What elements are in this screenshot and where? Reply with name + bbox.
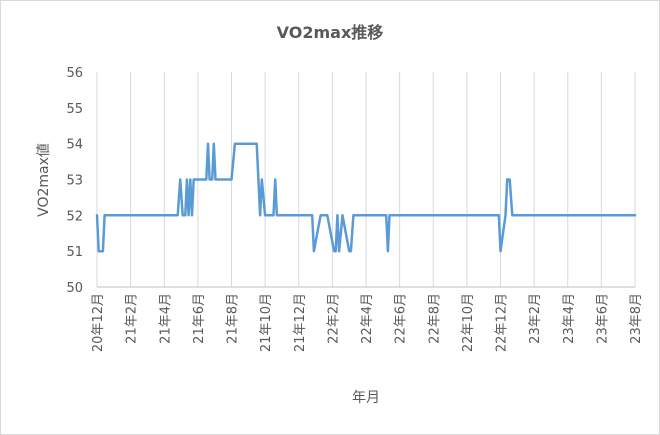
y-tick-label: 55 [66,102,83,117]
data-point [313,250,315,252]
y-tick-label: 56 [66,66,83,81]
data-point [102,250,104,252]
x-tick-label: 22年10月 [461,293,476,352]
data-point [311,214,314,217]
x-tick-label: 22年2月 [326,293,341,344]
x-tick-label: 21年10月 [259,293,274,352]
data-point [385,214,387,217]
data-point [352,214,355,217]
x-tick-label: 21年8月 [226,293,241,344]
data-point [319,214,322,217]
y-tick-label: 50 [66,281,83,296]
data-point [350,250,352,252]
data-point [257,178,260,181]
x-tick-labels: 20年12月 21年2月 21年4月 21年6月 21年8月 21年10月 21年12月 22… [91,293,644,352]
data-point [176,214,179,217]
data-point [499,250,502,252]
data-point [184,214,187,217]
x-tick-label: 21年2月 [125,293,140,344]
data-point [99,250,102,252]
x-tick-label: 23年4月 [562,293,577,344]
data-point [187,214,190,217]
y-tick-labels: 50 51 52 53 54 55 56 [66,66,83,296]
x-axis-label: 年月 [352,390,380,406]
data-point [397,214,399,217]
data-point [274,178,277,181]
data-point [498,214,500,217]
x-tick-label: 22年6月 [394,293,409,344]
data-point [191,214,193,217]
grid-lines [96,72,636,287]
x-tick-label: 22年8月 [427,293,442,344]
data-point [338,250,340,252]
data-point [207,142,209,145]
series-layer [95,142,637,253]
data-point [398,214,401,217]
x-tick-label: 23年2月 [528,293,543,344]
data-point [234,142,236,145]
data-point [415,214,418,217]
data-point [179,178,182,181]
data-point [186,178,188,181]
x-tick-label: 21年12月 [293,293,308,352]
data-point [181,214,184,217]
data-point [326,214,329,217]
data-point [208,178,211,181]
data-point [276,214,278,217]
data-point [272,214,275,217]
data-point [336,214,339,217]
x-tick-label: 20年12月 [91,293,106,352]
y-axis-label: VO2max値 [36,143,52,217]
data-point [506,178,509,181]
y-tick-label: 54 [66,138,83,153]
data-point [504,214,507,217]
data-point [508,178,511,181]
data-point [222,178,224,181]
y-tick-label: 52 [66,209,83,224]
y-tick-label: 51 [66,245,83,260]
data-point [348,250,350,252]
data-point [211,178,213,181]
x-tick-label: 22年4月 [360,293,375,344]
data-point [103,214,106,217]
data-point [400,214,403,217]
data-point [387,250,389,252]
x-tick-label: 21年4月 [158,293,173,344]
x-tick-label: 22年12月 [495,293,510,352]
data-point [334,250,337,252]
data-point [189,178,192,181]
y-tick-label: 53 [66,174,83,189]
data-point [205,178,208,181]
data-point [365,214,367,217]
data-point [260,178,263,181]
data-point [511,214,514,217]
data-point [192,178,195,181]
x-tick-label: 21年6月 [192,293,207,344]
x-tick-label: 23年8月 [629,293,644,344]
data-point [341,214,344,217]
data-point [230,178,233,181]
data-point [213,142,215,145]
data-point [259,214,261,217]
data-point [96,214,98,217]
data-point [146,214,149,217]
data-point [513,214,515,217]
data-point [388,214,391,217]
data-point [333,250,335,252]
data-point [255,142,258,145]
data-point [634,214,636,217]
chart-title: VO2max推移 [277,23,384,42]
data-point [533,214,535,217]
data-point [97,250,100,252]
data-point [214,178,217,181]
data-point [264,214,266,217]
x-tick-label: 23年6月 [595,293,610,344]
data-point [289,214,292,217]
